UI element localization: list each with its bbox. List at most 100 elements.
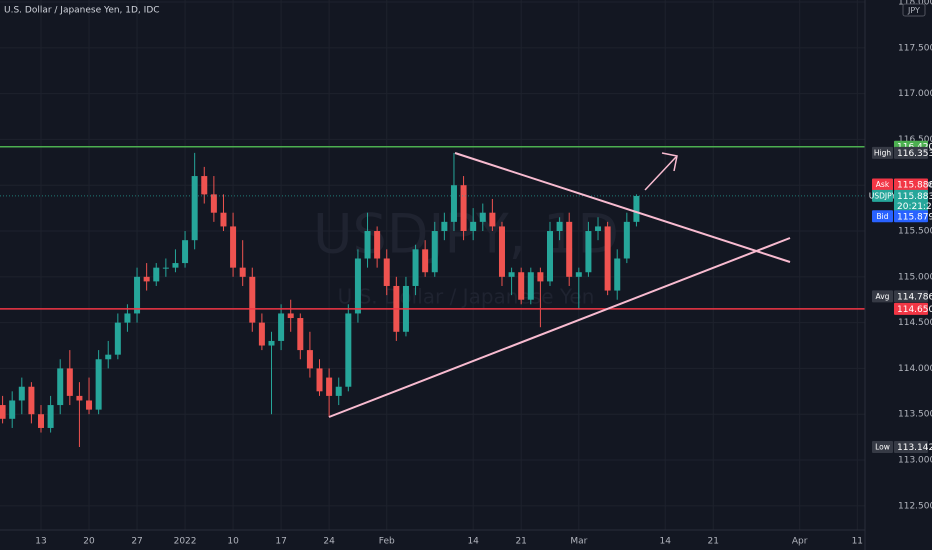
candle-body — [460, 185, 467, 232]
candle-body — [527, 272, 534, 300]
candle-body — [364, 231, 371, 259]
candle-body — [105, 354, 112, 360]
candle-body — [412, 249, 419, 286]
candle-body — [258, 322, 265, 346]
x-tick-label: 2022 — [174, 537, 197, 547]
x-tick-label: 20 — [83, 537, 95, 547]
candle-body — [210, 194, 217, 213]
candle-body — [422, 249, 429, 273]
candle-body — [518, 272, 525, 300]
x-tick-label: 13 — [35, 537, 46, 547]
candle-body — [614, 258, 621, 291]
candle-body — [585, 231, 592, 273]
candle-body — [479, 212, 486, 222]
y-tick-label: 114.500 — [898, 318, 932, 328]
candle-body — [278, 313, 285, 341]
candle-body — [297, 318, 304, 351]
candle-body — [153, 267, 160, 282]
tag-value: 115.879 — [897, 212, 932, 222]
candle-body — [335, 386, 342, 396]
candle-body — [431, 231, 438, 273]
plot — [0, 145, 865, 448]
tag-value-box — [894, 146, 928, 159]
candle-body — [575, 272, 582, 277]
candle-body — [604, 226, 611, 291]
tag-value-box — [894, 441, 928, 454]
tag-value: 116.353 — [897, 149, 932, 159]
tag-name-box — [872, 441, 893, 454]
candle-body — [220, 212, 227, 227]
x-tick-label: 21 — [515, 537, 526, 547]
y-tick-label: 114.000 — [898, 364, 932, 374]
candle-body — [374, 231, 381, 259]
tag-name: Avg — [876, 292, 890, 301]
candle-body — [201, 176, 208, 195]
tag-value: 113.142 — [897, 443, 932, 453]
tag-name: Ask — [876, 180, 890, 189]
x-tick-label: 27 — [131, 537, 142, 547]
candle-body — [633, 195, 640, 222]
y-tick-label: 117.500 — [898, 43, 932, 53]
x-tick-label: 10 — [227, 537, 239, 547]
currency: JPY — [907, 6, 920, 15]
tag-name: USDJPY — [869, 191, 897, 200]
candle-body — [595, 226, 602, 232]
candle-body — [249, 276, 256, 323]
x-tick-label: 11 — [852, 537, 863, 547]
x-tick-label: Apr — [792, 537, 808, 547]
x-tick-label: Mar — [570, 537, 587, 547]
price-axis — [865, 0, 932, 550]
candle-body — [47, 405, 54, 428]
x-tick-label: 14 — [467, 537, 479, 547]
y-tick-label: 115.000 — [898, 272, 932, 282]
trendline-upper — [454, 152, 791, 263]
candle-body — [383, 258, 390, 286]
candle-body — [450, 185, 457, 222]
candle-body — [86, 400, 93, 410]
y-tick-label: 113.500 — [898, 410, 932, 420]
candle-body — [623, 221, 630, 259]
tag-value-box — [894, 189, 928, 212]
watermark-sub: U.S. Dollar / Japanese Yen — [338, 285, 595, 309]
x-tick-label: 14 — [660, 537, 672, 547]
candle-body — [95, 359, 102, 410]
candle-body — [441, 221, 448, 232]
candle-body — [268, 340, 275, 346]
candle-body — [162, 267, 169, 269]
candle-body — [345, 313, 352, 387]
candle-body — [306, 350, 313, 369]
y-tick-label: 112.500 — [898, 501, 932, 511]
y-tick-label: 117.000 — [898, 89, 932, 99]
x-tick-label: 24 — [323, 537, 335, 547]
candle-body — [134, 276, 141, 314]
level-tag — [894, 302, 928, 315]
candle-body — [124, 313, 131, 323]
tag-name: High — [874, 148, 891, 157]
y-tick-label: 116.500 — [898, 135, 932, 145]
tag-value: 115.888 — [897, 180, 932, 190]
candle-body — [230, 226, 237, 268]
tag-value-box — [894, 178, 928, 191]
tag-name-box — [872, 178, 893, 191]
candle-body — [28, 386, 35, 415]
candle-body — [38, 414, 45, 428]
currency-box — [902, 3, 926, 17]
chart-title: U.S. Dollar / Japanese Yen, 1D, IDC — [4, 6, 160, 16]
candle-body — [172, 263, 179, 268]
candle-body — [556, 221, 563, 232]
tag-value-box — [894, 210, 928, 223]
candle-body — [0, 405, 6, 419]
tag-name: Bid — [877, 212, 889, 221]
tag-time: 20:21:22 — [897, 202, 932, 212]
candle-body — [76, 395, 83, 401]
x-tick-label: 17 — [275, 537, 286, 547]
candle-body — [316, 368, 323, 392]
candle-body — [470, 221, 477, 232]
tag-value: 115.883 — [897, 192, 932, 202]
candle-body — [9, 400, 16, 419]
candle-body — [287, 313, 294, 319]
y-tick-label: 115.500 — [898, 227, 932, 237]
candle-body — [57, 368, 64, 406]
